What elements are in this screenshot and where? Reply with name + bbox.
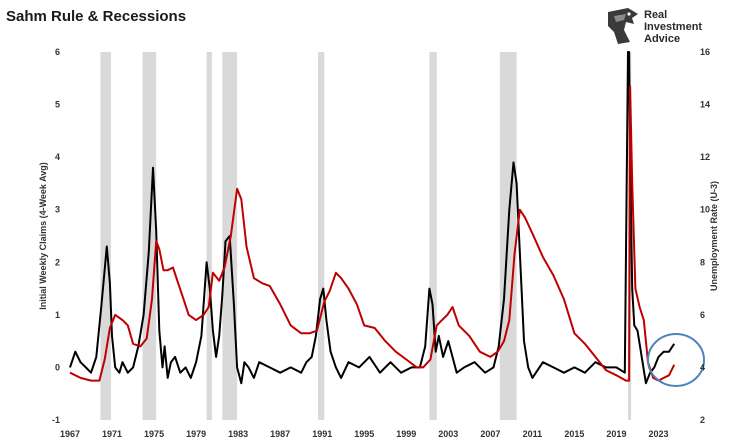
logo-line-3: Advice: [644, 33, 681, 45]
x-tick-label: 1995: [354, 429, 374, 439]
right-tick-label: 6: [700, 310, 705, 320]
left-tick-label: 1: [55, 310, 60, 320]
x-tick-label: 1979: [186, 429, 206, 439]
x-tick-label: 2015: [564, 429, 584, 439]
logo-text: Real Investment Advice: [644, 9, 702, 45]
x-tick-label: 2003: [438, 429, 458, 439]
left-tick-label: 0: [55, 362, 60, 372]
logo-line-1: Real: [644, 9, 668, 21]
logo: Real Investment Advice: [604, 6, 714, 46]
chart-title: Sahm Rule & Recessions: [6, 8, 187, 25]
x-tick-label: 1991: [312, 429, 332, 439]
recession-band: [429, 52, 437, 420]
x-tick-label: 1967: [60, 429, 80, 439]
x-tick-label: 2007: [480, 429, 500, 439]
right-tick-label: 2: [700, 415, 705, 425]
left-tick-label: 2: [55, 257, 60, 267]
left-tick-label: 3: [55, 205, 60, 215]
tick-labels: 1967 1971 1975 1979 1983 1987 1991 1995 1999 2003…: [52, 47, 710, 439]
left-axis-label: Initial Weekly Claims (4-Week Avg): [38, 162, 48, 310]
highlight-circle: [647, 333, 705, 387]
x-tick-label: 2019: [606, 429, 626, 439]
recession-band: [100, 52, 111, 420]
left-tick-label: 4: [55, 152, 60, 162]
left-tick-label: 6: [55, 47, 60, 57]
left-tick-label: -1: [52, 415, 60, 425]
right-tick-label: 12: [700, 152, 710, 162]
x-tick-label: 1983: [228, 429, 248, 439]
recession-band: [206, 52, 212, 420]
recession-bands: [100, 52, 632, 420]
logo-line-2: Investment: [644, 21, 703, 33]
right-tick-label: 8: [700, 257, 705, 267]
left-tick-label: 5: [55, 100, 60, 110]
unemployment-series-line: [69, 85, 676, 382]
x-tick-label: 1999: [396, 429, 416, 439]
series-lines: [69, 51, 676, 385]
x-tick-label: 1971: [102, 429, 122, 439]
claims-series-line: [69, 51, 676, 385]
eagle-head-icon: [608, 8, 638, 44]
x-tick-label: 1987: [270, 429, 290, 439]
right-tick-label: 4: [700, 362, 705, 372]
x-tick-label: 2011: [523, 429, 543, 439]
x-tick-label: 1975: [144, 429, 164, 439]
recession-band: [318, 52, 325, 420]
x-tick-label: 2023: [648, 429, 668, 439]
right-tick-label: 16: [700, 47, 710, 57]
right-tick-label: 14: [700, 100, 710, 110]
right-tick-label: 10: [700, 205, 710, 215]
right-axis-label: Unemployment Rate (U-3): [709, 181, 719, 291]
